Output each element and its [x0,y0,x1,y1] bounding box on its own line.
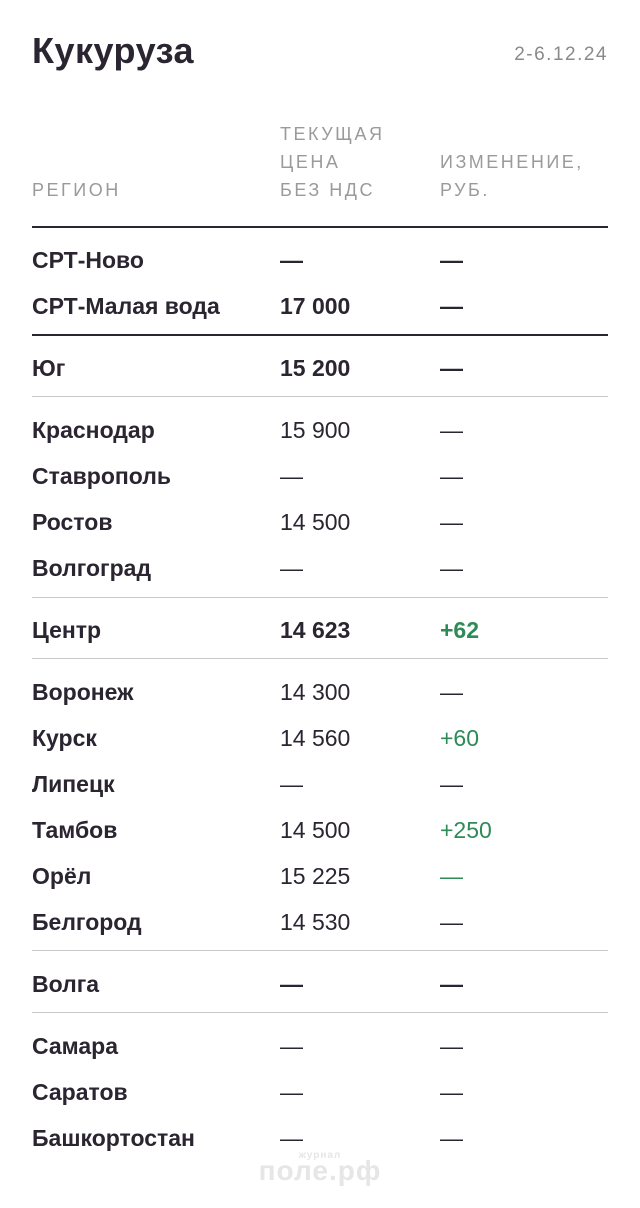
table-row: Ростов 14 500 — [0,507,640,537]
change-cell: — [440,679,463,705]
table-row: СРТ-Малая вода 17 000 — [0,291,640,321]
region-cell: Самара [32,1033,119,1059]
region-cell: СРТ-Ново [32,247,144,273]
table-row: Ставрополь — — [0,461,640,491]
change-cell: — [440,293,463,319]
price-cell: — [280,971,303,997]
price-cell: 14 560 [280,725,351,751]
change-cell: — [440,909,463,935]
column-header-price-line-3: БЕЗ НДС [280,180,375,200]
region-cell: СРТ-Малая вода [32,293,220,319]
row-divider [32,1012,608,1013]
change-cell: — [440,355,463,381]
price-cell: — [280,463,303,489]
watermark-small-text: журнал [298,1150,342,1161]
change-cell: +62 [440,617,480,643]
price-cell: — [280,771,303,797]
table-row: Саратов — — [0,1077,640,1107]
region-cell: Башкортостан [32,1125,195,1151]
price-cell: 14 530 [280,909,351,935]
table-row: Башкортостан — — [0,1123,640,1153]
change-cell: — [440,1079,463,1105]
price-cell: — [280,1033,303,1059]
price-cell: 15 200 [280,355,351,381]
table-row: Курск 14 560 +60 [0,723,640,753]
price-cell: 15 900 [280,417,351,443]
row-divider [32,334,608,336]
region-cell: Ростов [32,509,113,535]
change-cell: — [440,417,463,443]
table-row: Орёл 15 225 — [0,861,640,891]
table-row: Белгород 14 530 — [0,907,640,937]
table-row: Волга — — [0,969,640,999]
price-cell: 14 300 [280,679,351,705]
region-cell: Курск [32,725,97,751]
table-row: СРТ-Ново — — [0,245,640,275]
column-header-region: РЕГИОН [32,176,121,204]
column-header-price: ТЕКУЩАЯ ЦЕНА БЕЗ НДС [280,120,385,204]
table-row: Самара — — [0,1031,640,1061]
region-cell: Воронеж [32,679,134,705]
change-cell: — [440,555,463,581]
change-cell: — [440,1125,463,1151]
change-cell: — [440,509,463,535]
column-header-change: ИЗМЕНЕНИЕ, РУБ. [440,148,584,204]
change-cell: — [440,971,463,997]
region-cell: Орёл [32,863,92,889]
region-cell: Волга [32,971,100,997]
column-header-price-line-1: ТЕКУЩАЯ [280,124,385,144]
price-cell: — [280,247,303,273]
region-cell: Липецк [32,771,115,797]
region-cell: Центр [32,617,102,643]
row-divider [32,396,608,397]
price-cell: 17 000 [280,293,351,319]
price-cell: 14 623 [280,617,351,643]
change-cell: — [440,1033,463,1059]
table-row: Краснодар 15 900 — [0,415,640,445]
table-row: Центр 14 623 +62 [0,615,640,645]
change-cell: — [440,863,463,889]
table-row: Воронеж 14 300 — [0,677,640,707]
price-cell: — [280,1079,303,1105]
change-cell: — [440,463,463,489]
watermark: журнал поле.рф [0,1150,640,1187]
price-cell: — [280,1125,303,1151]
price-cell: 14 500 [280,817,351,843]
change-cell: +60 [440,725,480,751]
region-cell: Тамбов [32,817,118,843]
table-row: Юг 15 200 — [0,353,640,383]
table-row: Липецк — — [0,769,640,799]
column-header-change-line-1: ИЗМЕНЕНИЕ, [440,152,584,172]
row-divider [32,658,608,659]
column-header-change-line-2: РУБ. [440,180,490,200]
change-cell: +250 [440,817,492,843]
column-header-price-line-2: ЦЕНА [280,152,341,172]
page-title: Кукуруза [32,30,195,71]
region-cell: Волгоград [32,555,152,581]
header-divider [32,226,608,228]
change-cell: — [440,247,463,273]
region-cell: Краснодар [32,417,155,443]
region-cell: Белгород [32,909,142,935]
price-cell: 14 500 [280,509,351,535]
price-cell: 15 225 [280,863,351,889]
region-cell: Саратов [32,1079,128,1105]
row-divider [32,950,608,951]
watermark-text: поле.рф [258,1155,382,1186]
column-header-region-text: РЕГИОН [32,180,121,200]
table-row: Тамбов 14 500 +250 [0,815,640,845]
table-row: Волгоград — — [0,553,640,583]
region-cell: Юг [32,355,66,381]
row-divider [32,597,608,598]
region-cell: Ставрополь [32,463,172,489]
price-cell: — [280,555,303,581]
change-cell: — [440,771,463,797]
date-label: 2-6.12.24 [514,44,608,65]
